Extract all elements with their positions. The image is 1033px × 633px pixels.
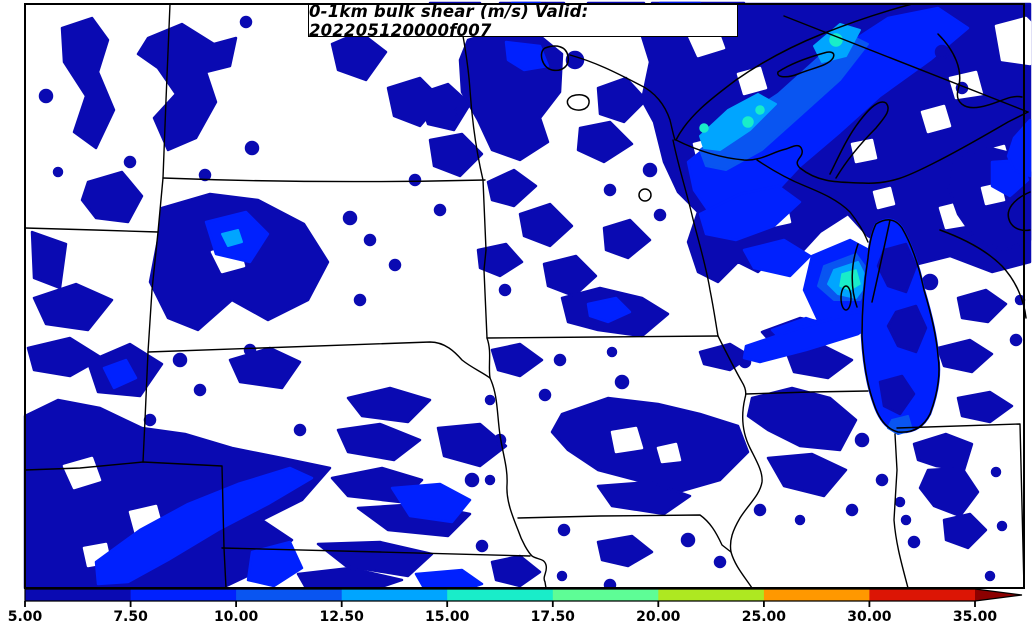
colorbar-tick-label: 15.00 [425, 609, 470, 625]
colorbar-tick-label: 5.00 [8, 609, 43, 625]
border-mn-ontario [569, 54, 676, 141]
colorbar-ticks [24, 601, 976, 607]
colorbar-segment [341, 589, 448, 601]
colorbar-outline [24, 588, 1023, 602]
border-us-canada [783, 15, 1029, 113]
lake-michigan-shore [861, 219, 940, 433]
lake-superior-north-shore [675, 3, 913, 141]
colorbar-segment [25, 589, 131, 601]
colorbar-tick-label: 12.50 [320, 609, 365, 625]
door-peninsula [871, 219, 891, 303]
border-montana-east [142, 3, 171, 463]
border-mn-ia [486, 335, 719, 339]
border-mn-sd [482, 179, 488, 339]
colorbar-tick-label: 25.00 [742, 609, 787, 625]
saginaw-bay [1007, 191, 1031, 232]
green-bay-west-shore [851, 243, 859, 308]
colorbar-segment [236, 589, 343, 601]
colorbar-extend-arrow [975, 589, 1022, 601]
colorbar-tick-label: 30.00 [847, 609, 892, 625]
border-nd-sd [162, 177, 486, 183]
border-sd-ne [147, 341, 491, 379]
colorbar: 5.00 7.50 10.00 12.50 15.00 17.50 20.00 … [8, 588, 1023, 625]
colorbar-segment [447, 589, 554, 601]
border-wi-il [745, 390, 869, 395]
colorbar-tick-label: 17.50 [531, 609, 576, 625]
border-mn-wi [672, 139, 719, 337]
lake-of-the-woods [540, 45, 570, 72]
border-wi-mi [756, 159, 869, 243]
michigan-lp-north-shore [939, 229, 1027, 319]
lake-shorelines [540, 3, 1031, 433]
st-marys-river [937, 33, 1023, 109]
colorbar-tick-labels: 5.00 7.50 10.00 12.50 15.00 17.50 20.00 … [8, 609, 998, 625]
colorbar-segment [763, 589, 870, 601]
colorbar-segment [552, 589, 659, 601]
plot-title: 0-1km bulk shear (m/s) Valid: 2022051200… [308, 2, 738, 40]
border-mississippi-river [717, 335, 763, 589]
border-montana-wyoming [24, 227, 159, 233]
red-lake [566, 94, 590, 111]
state-borders [24, 3, 1029, 589]
lake-winnebago [840, 285, 852, 311]
border-missouri-river [489, 377, 548, 589]
colorbar-tick-label: 10.00 [214, 609, 259, 625]
colorbar-segment [658, 589, 765, 601]
colorbar-segment [869, 589, 975, 601]
mille-lacs-lake [638, 188, 652, 202]
border-il-in [893, 433, 909, 589]
colorbar-tick-label: 35.00 [953, 609, 998, 625]
border-big-sioux-river [486, 337, 491, 379]
isle-royale [777, 51, 835, 78]
lake-superior-south-shore [675, 111, 1029, 184]
border-mi-in-oh [896, 423, 1025, 589]
colorbar-segment [130, 589, 237, 601]
border-ne-ks [221, 547, 531, 557]
colorbar-tick-label: 20.00 [636, 609, 681, 625]
shear-contour-fills [23, 1, 1032, 592]
border-ia-mo [517, 514, 732, 553]
colorbar-tick-label: 7.50 [113, 609, 148, 625]
border-wy-co-ne-ks [24, 461, 227, 589]
keweenaw-peninsula [829, 101, 889, 179]
